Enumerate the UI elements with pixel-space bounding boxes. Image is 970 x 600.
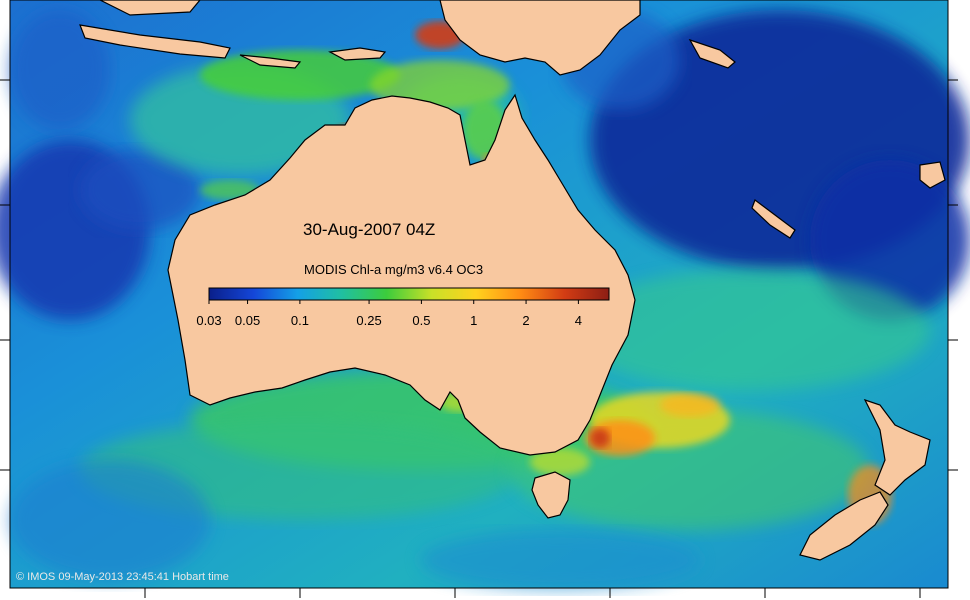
new-zealand-north-landmass: [863, 398, 931, 496]
map-date-label: 30-Aug-2007 04Z: [303, 220, 436, 239]
australia-landmass: [167, 93, 636, 456]
legend-colorbar: [208, 287, 610, 301]
new-caledonia-landmass: [751, 199, 796, 239]
legend-tick-label: 1: [470, 313, 478, 328]
new-zealand-south-landmass: [799, 491, 889, 561]
java-landmass: [79, 24, 231, 59]
land-layer: [79, 0, 946, 561]
legend-tick-label: 4: [574, 313, 582, 328]
copyright-credit: © IMOS 09-May-2013 23:45:41 Hobart time: [16, 571, 229, 583]
solomon-islands-landmass: [688, 38, 736, 69]
legend-tick-label: 0.05: [234, 313, 261, 328]
legend-tick-label: 0.03: [196, 313, 222, 328]
legend-tick-label: 0.1: [290, 313, 309, 328]
new-guinea-landmass: [439, 0, 641, 76]
legend-tick-marks: [208, 300, 579, 304]
fiji-landmass: [919, 161, 946, 189]
legend-tick-label: 0.25: [356, 313, 382, 328]
legend-title: MODIS Chl-a mg/m3 v6.4 OC3: [304, 262, 484, 277]
tasmania-landmass: [531, 471, 571, 519]
north-islands-landmass: [99, 0, 201, 16]
nusa-islands-landmass: [239, 54, 302, 69]
frame-ticks: [0, 79, 958, 598]
timor-landmass: [328, 47, 387, 61]
legend-tick-label: 2: [522, 313, 530, 328]
legend-tick-label: 0.5: [412, 313, 431, 328]
